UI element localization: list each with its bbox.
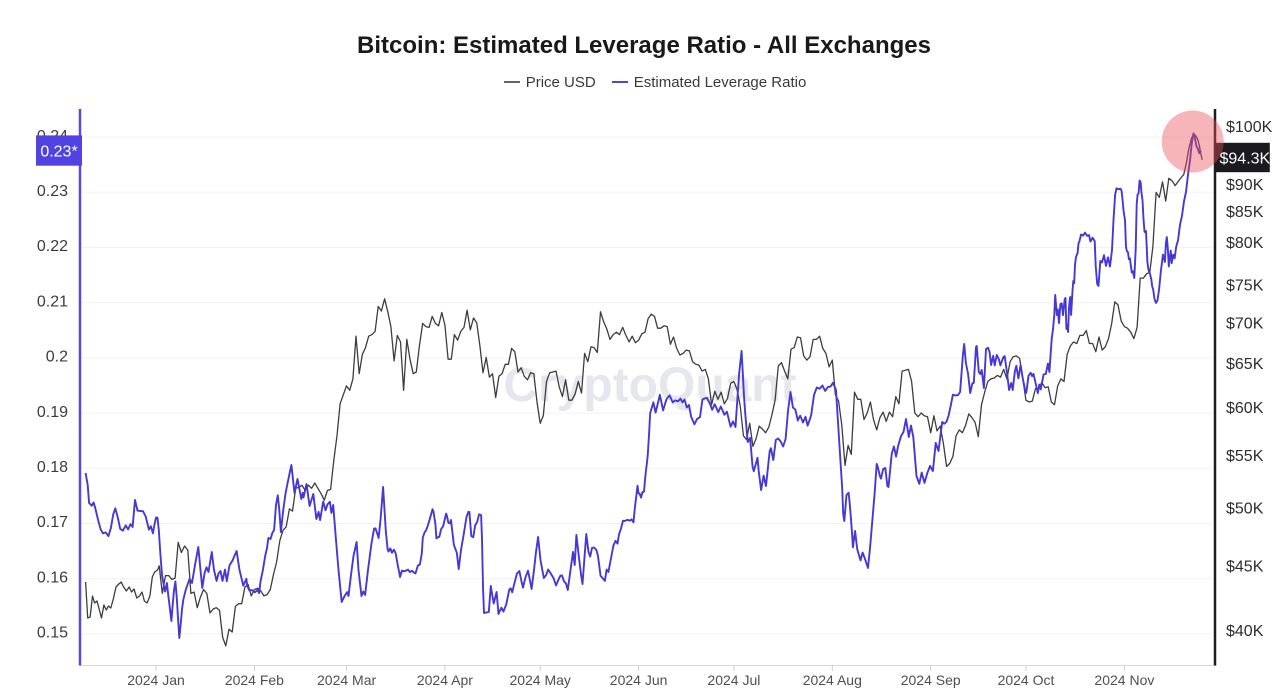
svg-text:0.17: 0.17 bbox=[37, 514, 68, 531]
svg-text:0.16: 0.16 bbox=[37, 569, 68, 586]
svg-text:CryptoQuant: CryptoQuant bbox=[503, 359, 796, 412]
svg-text:0.21: 0.21 bbox=[37, 293, 68, 310]
svg-text:2024 Aug: 2024 Aug bbox=[803, 672, 862, 688]
svg-text:$60K: $60K bbox=[1226, 400, 1264, 417]
svg-text:2024 Sep: 2024 Sep bbox=[901, 672, 961, 688]
svg-text:2024 Mar: 2024 Mar bbox=[317, 672, 376, 688]
svg-text:$70K: $70K bbox=[1226, 316, 1264, 333]
svg-text:2024 Nov: 2024 Nov bbox=[1094, 672, 1154, 688]
svg-text:$90K: $90K bbox=[1226, 177, 1264, 194]
svg-text:$85K: $85K bbox=[1226, 204, 1264, 221]
svg-text:$55K: $55K bbox=[1226, 448, 1264, 465]
svg-text:2024 Feb: 2024 Feb bbox=[225, 672, 284, 688]
svg-text:0.2: 0.2 bbox=[46, 349, 68, 366]
svg-text:2024 Oct: 2024 Oct bbox=[998, 672, 1055, 688]
svg-text:0.19: 0.19 bbox=[37, 404, 68, 421]
svg-text:2024 Jan: 2024 Jan bbox=[127, 672, 185, 688]
svg-text:$65K: $65K bbox=[1226, 356, 1264, 373]
svg-text:2024 May: 2024 May bbox=[509, 672, 570, 688]
svg-text:0.18: 0.18 bbox=[37, 459, 68, 476]
svg-text:$50K: $50K bbox=[1226, 500, 1264, 517]
svg-text:0.15: 0.15 bbox=[37, 625, 68, 642]
svg-text:0.22: 0.22 bbox=[37, 238, 68, 255]
svg-text:0.23: 0.23 bbox=[37, 183, 68, 200]
svg-text:2024 Jun: 2024 Jun bbox=[610, 672, 668, 688]
svg-text:$45K: $45K bbox=[1226, 558, 1264, 575]
svg-text:$100K: $100K bbox=[1226, 119, 1272, 136]
svg-text:$94.3K: $94.3K bbox=[1220, 150, 1271, 167]
svg-text:2024 Jul: 2024 Jul bbox=[707, 672, 760, 688]
svg-text:2024 Apr: 2024 Apr bbox=[417, 672, 473, 688]
svg-text:$40K: $40K bbox=[1226, 623, 1264, 640]
svg-text:0.23*: 0.23* bbox=[40, 143, 77, 160]
svg-text:$75K: $75K bbox=[1226, 278, 1264, 295]
svg-text:$80K: $80K bbox=[1226, 235, 1264, 252]
